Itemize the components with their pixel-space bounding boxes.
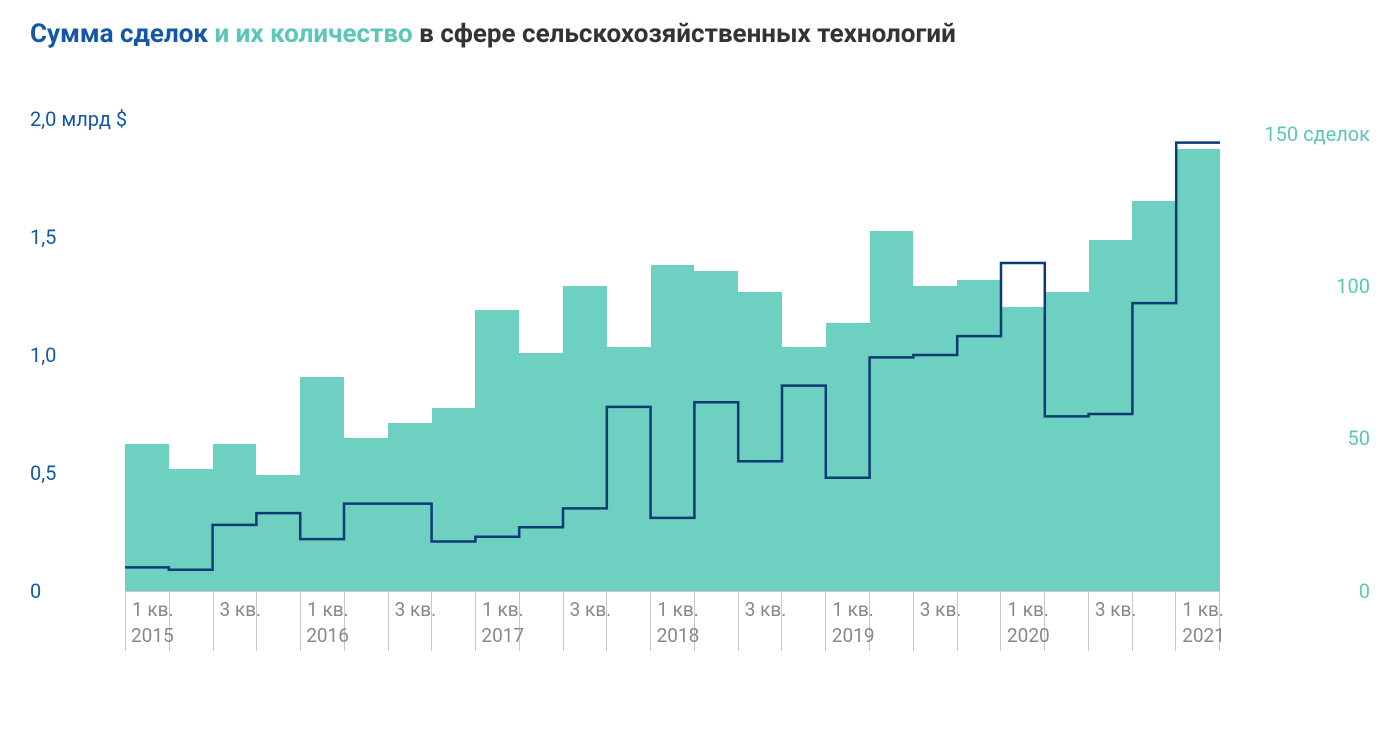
x-axis: 1 кв. 3 кв. 1 кв. 3 кв. 1 кв. 3 кв. 1 кв. 3 кв.…	[125, 591, 1220, 651]
x-year-label: 2019	[832, 624, 875, 647]
bar	[1001, 307, 1045, 590]
x-cell	[957, 592, 1001, 651]
bar	[913, 286, 957, 591]
chart-area: 2,0 млрд $ 1,5 1,0 0,5 0 1 кв. 3 кв. 1 кв. 3 кв…	[30, 91, 1370, 651]
bar	[782, 347, 826, 591]
x-cell	[869, 592, 913, 651]
bar	[870, 231, 914, 590]
chart-container: Сумма сделок и их количество в сфере сел…	[0, 0, 1400, 681]
x-cell	[1044, 592, 1088, 651]
y-left-tick: 1,5	[30, 225, 56, 249]
bar	[1132, 201, 1176, 591]
x-cell: 3 кв.	[213, 592, 257, 651]
bar	[826, 323, 870, 591]
x-year-label: 2015	[131, 624, 174, 647]
bar	[738, 292, 782, 590]
title-part-rest: в сфере сельскохозяйственных технологий	[413, 19, 956, 49]
x-quarter-label: 1 кв.	[132, 598, 174, 621]
x-quarter-label: 3 кв.	[220, 598, 262, 621]
x-cell	[781, 592, 825, 651]
x-cell	[606, 592, 650, 651]
x-quarter-label: 1 кв.	[832, 598, 874, 621]
bar	[388, 423, 432, 590]
y-right-tick: 100	[1336, 274, 1370, 298]
x-year-label: 2020	[1007, 624, 1050, 647]
x-quarter-label: 3 кв.	[920, 598, 962, 621]
plot-inner	[125, 119, 1220, 591]
x-cell	[169, 592, 213, 651]
x-quarter-label: 3 кв.	[395, 598, 437, 621]
x-cell	[431, 592, 475, 651]
x-cell	[694, 592, 738, 651]
x-cell	[1132, 592, 1176, 651]
bar	[694, 271, 738, 591]
x-cell	[519, 592, 563, 651]
x-cell: 3 кв.	[388, 592, 432, 651]
y-left-tick: 0	[30, 579, 41, 603]
bar	[125, 444, 169, 590]
y-axis-left: 2,0 млрд $ 1,5 1,0 0,5 0	[30, 91, 125, 651]
y-left-tick: 2,0 млрд $	[30, 107, 127, 131]
bar	[300, 377, 344, 590]
bar	[607, 347, 651, 591]
x-quarter-label: 3 кв.	[1095, 598, 1137, 621]
bar	[651, 265, 695, 591]
x-cell	[344, 592, 388, 651]
bar	[432, 408, 476, 591]
x-quarter-label: 1 кв.	[657, 598, 699, 621]
bars-layer	[125, 119, 1220, 591]
x-quarter-label: 3 кв.	[745, 598, 787, 621]
x-cell: 3 кв.	[738, 592, 782, 651]
bar	[1045, 292, 1089, 590]
y-right-tick: 50	[1348, 426, 1370, 450]
bar	[1176, 149, 1220, 591]
x-quarter-label: 1 кв.	[482, 598, 524, 621]
bar	[344, 438, 388, 590]
y-right-tick: 0	[1359, 579, 1370, 603]
title-part-count: и их количество	[208, 19, 413, 49]
y-right-tick: 150 сделок	[1264, 122, 1370, 146]
bar	[563, 286, 607, 591]
x-cell: 3 кв.	[1088, 592, 1132, 651]
bar	[213, 444, 257, 590]
x-year-label: 2017	[481, 624, 524, 647]
x-quarter-label: 1 кв.	[307, 598, 349, 621]
bar	[169, 469, 213, 591]
x-cell: 3 кв.	[913, 592, 957, 651]
x-year-label: 2018	[657, 624, 700, 647]
plot: 1 кв. 3 кв. 1 кв. 3 кв. 1 кв. 3 кв. 1 кв. 3 кв.…	[125, 91, 1220, 651]
bar	[1089, 240, 1133, 590]
bar	[519, 353, 563, 591]
x-quarter-label: 1 кв.	[1007, 598, 1049, 621]
title-part-sum: Сумма сделок	[30, 19, 208, 49]
y-left-tick: 1,0	[30, 343, 56, 367]
x-year-label: 2021	[1182, 624, 1225, 647]
chart-title: Сумма сделок и их количество в сфере сел…	[30, 18, 1130, 51]
y-axis-right: 150 сделок 100 50 0	[1220, 91, 1370, 651]
x-year-label: 2016	[306, 624, 349, 647]
x-quarter-label: 1 кв.	[1182, 598, 1224, 621]
bar	[256, 475, 300, 591]
x-cell	[256, 592, 300, 651]
x-cell: 3 кв.	[563, 592, 607, 651]
x-quarter-label: 3 кв.	[570, 598, 612, 621]
bar	[957, 280, 1001, 591]
bar	[475, 310, 519, 590]
y-left-tick: 0,5	[30, 461, 56, 485]
